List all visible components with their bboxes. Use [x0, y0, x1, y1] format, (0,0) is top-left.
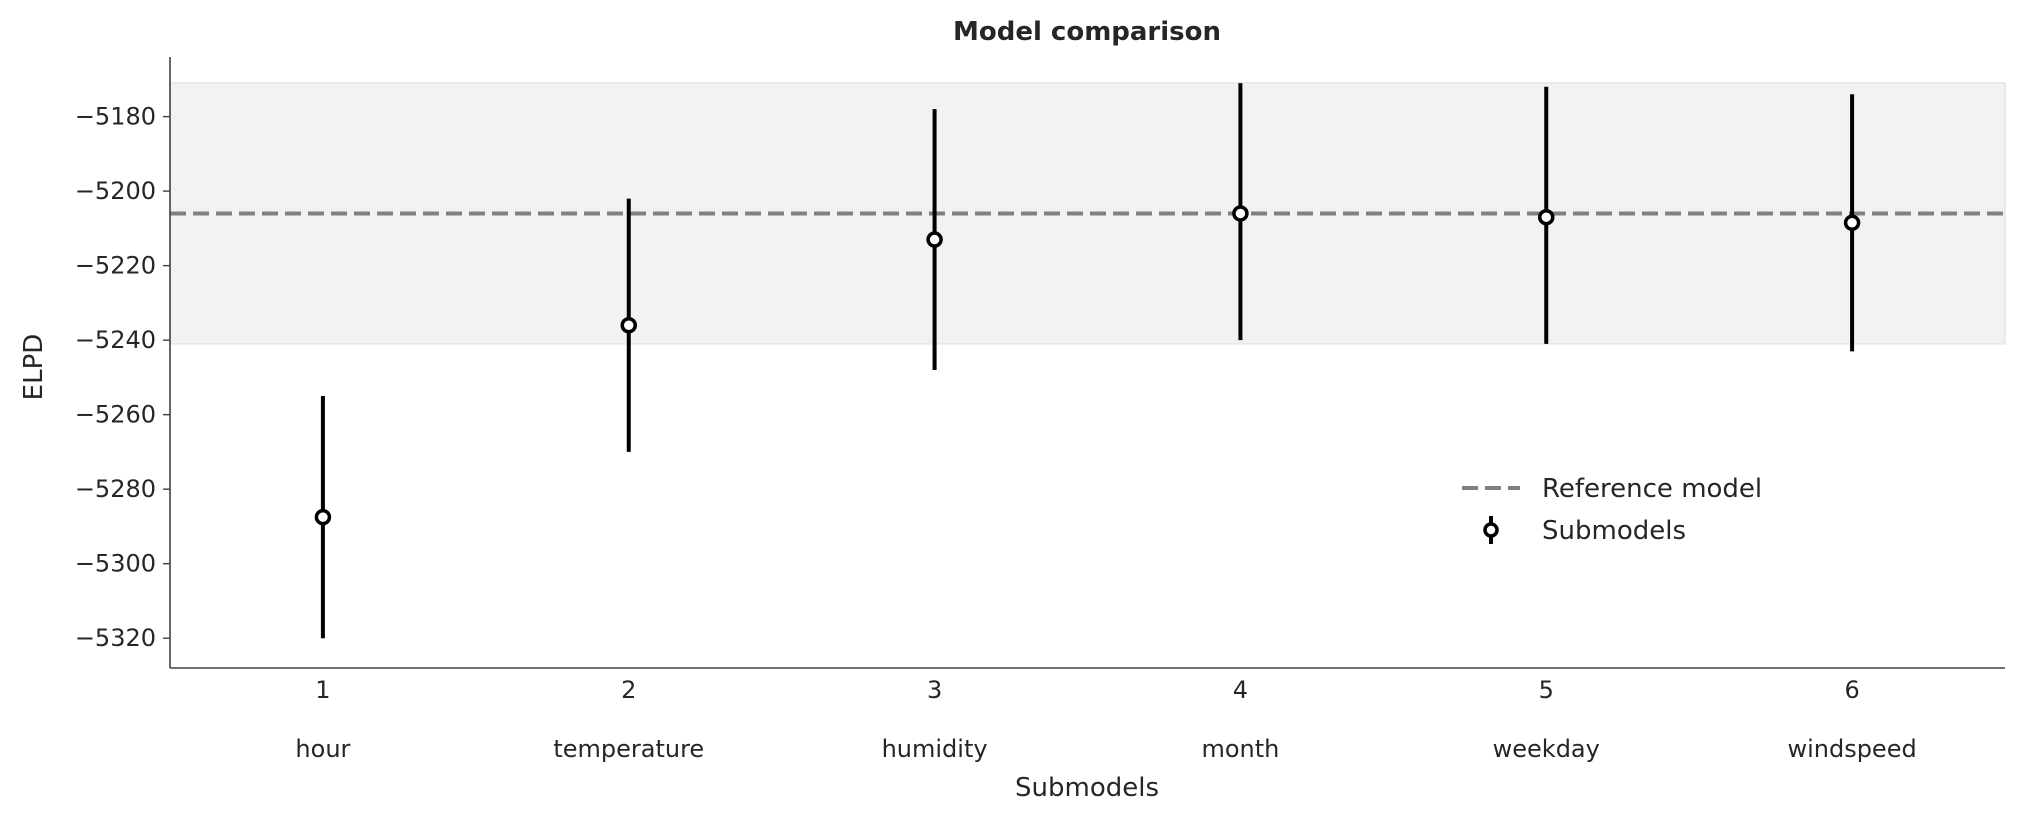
legend-submodels-marker-swatch — [1483, 522, 1499, 538]
chart-title: Model comparison — [953, 17, 1221, 47]
x-tick-label: 5 — [1539, 676, 1554, 704]
x-tick-label: 4 — [1233, 676, 1248, 704]
x-tick-label: 2 — [621, 676, 636, 704]
legend-reference-label: Reference model — [1542, 474, 1762, 504]
y-tick-group: −5180 −5200 −5220 −5240 −5260 −5280 −5300 −5320 — [75, 103, 170, 652]
data-point — [314, 508, 332, 526]
x-secondary-label: windspeed — [1787, 735, 1916, 763]
y-tick-label: −5220 — [75, 252, 156, 280]
data-point — [926, 231, 943, 248]
reference-band — [169, 82, 2006, 345]
x-secondary-label-group: hour temperature humidity month weekday winds… — [295, 735, 1916, 763]
legend-submodels-label: Submodels — [1542, 516, 1686, 546]
x-secondary-label: month — [1201, 735, 1279, 763]
x-tick-label: 6 — [1844, 676, 1859, 704]
y-tick-label: −5240 — [75, 326, 156, 354]
data-point — [620, 316, 637, 334]
y-tick-label: −5260 — [75, 401, 156, 429]
data-point — [1843, 214, 1861, 232]
y-axis-label: ELPD — [19, 334, 49, 401]
y-tick-label: −5300 — [75, 550, 156, 578]
x-secondary-label: hour — [295, 735, 350, 763]
x-secondary-label: weekday — [1493, 735, 1600, 763]
y-tick-label: −5200 — [75, 177, 156, 205]
x-secondary-label: temperature — [553, 735, 704, 763]
data-point — [1232, 205, 1249, 222]
point-group — [314, 205, 1861, 526]
data-point — [1538, 208, 1555, 226]
x-tick-label: 1 — [315, 676, 330, 704]
y-tick-label: −5180 — [75, 103, 156, 131]
y-tick-label: −5320 — [75, 624, 156, 652]
y-tick-label: −5280 — [75, 475, 156, 503]
legend: Reference model Submodels — [1462, 474, 1762, 546]
x-axis-label: Submodels — [1015, 773, 1159, 803]
x-secondary-label: humidity — [882, 735, 988, 763]
x-tick-label: 3 — [927, 676, 942, 704]
x-tick-group: 1 2 3 4 5 6 — [315, 676, 1859, 704]
